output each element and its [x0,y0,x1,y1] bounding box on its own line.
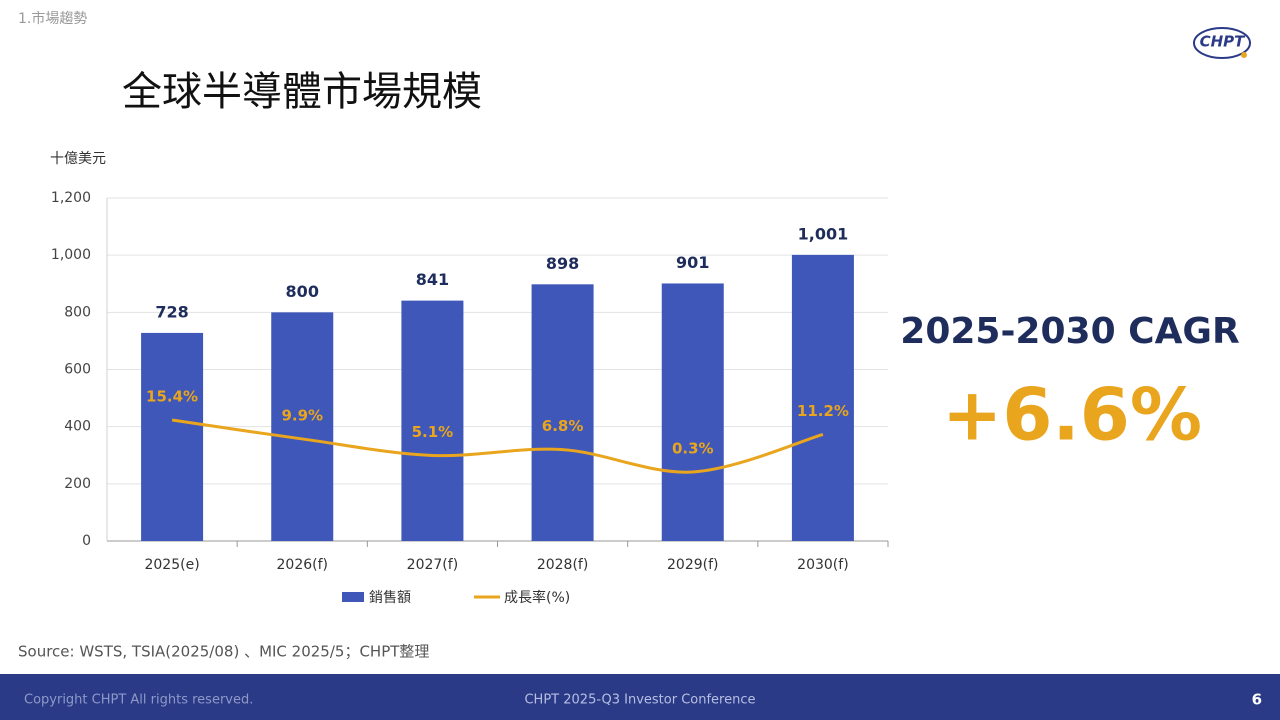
source-note: Source: WSTS, TSIA(2025/08) 、MIC 2025/5；… [18,643,429,661]
bar-value-label: 800 [286,282,319,301]
legend-label: 成長率(%) [504,589,570,606]
logo-dot [1241,52,1247,58]
y-tick-label: 600 [64,362,91,378]
logo-ring [1193,27,1251,59]
line-value-label: 0.3% [672,440,714,458]
slide-title: 全球半導體市場規模 [122,69,482,115]
cagr-label: 2025-2030 CAGR [900,311,1239,352]
x-tick-label: 2030(f) [797,557,848,573]
bar-value-label: 898 [546,254,579,273]
page-number: 6 [1252,691,1262,709]
growth-line [171,418,824,474]
legend-swatch [342,592,364,602]
y-tick-label: 400 [64,419,91,435]
line-value-label: 11.2% [797,402,849,420]
bar [401,300,464,541]
bar [661,283,724,541]
bar [791,254,854,541]
x-tick-label: 2027(f) [407,557,458,573]
cagr-value: +6.6% [942,373,1202,457]
y-tick-label: 0 [82,533,91,549]
copyright: Copyright CHPT All rights reserved. [24,693,253,708]
x-tick-label: 2026(f) [277,557,328,573]
line-value-label: 15.4% [146,388,198,406]
y-tick-label: 1,200 [51,190,91,206]
bar-value-label: 901 [676,253,709,272]
legend-label: 銷售額 [369,590,411,606]
y-tick-label: 200 [64,476,91,492]
line-value-label: 5.1% [412,423,454,441]
y-tick-label: 1,000 [51,247,91,263]
bar [271,312,334,541]
section-label: 1.市場趨勢 [18,10,87,27]
bar-value-label: 841 [416,270,449,289]
bar-value-label: 1,001 [798,224,849,243]
x-tick-label: 2029(f) [667,557,718,573]
logo: CHPT [1200,33,1247,51]
y-axis-unit: 十億美元 [50,151,106,167]
footer-band [0,674,1280,720]
event-name: CHPT 2025-Q3 Investor Conference [524,693,755,708]
bar [141,332,204,541]
y-tick-label: 800 [64,304,91,320]
chart: 0 200 400 600 800 1,000 1,200 2025(e) 2026(f) 202… [51,190,889,606]
line-value-label: 9.9% [281,406,323,424]
line-value-label: 6.8% [542,417,584,435]
bar-value-label: 728 [155,302,188,321]
x-tick-label: 2025(e) [144,557,199,573]
x-tick-label: 2028(f) [537,557,588,573]
bar [531,284,594,541]
